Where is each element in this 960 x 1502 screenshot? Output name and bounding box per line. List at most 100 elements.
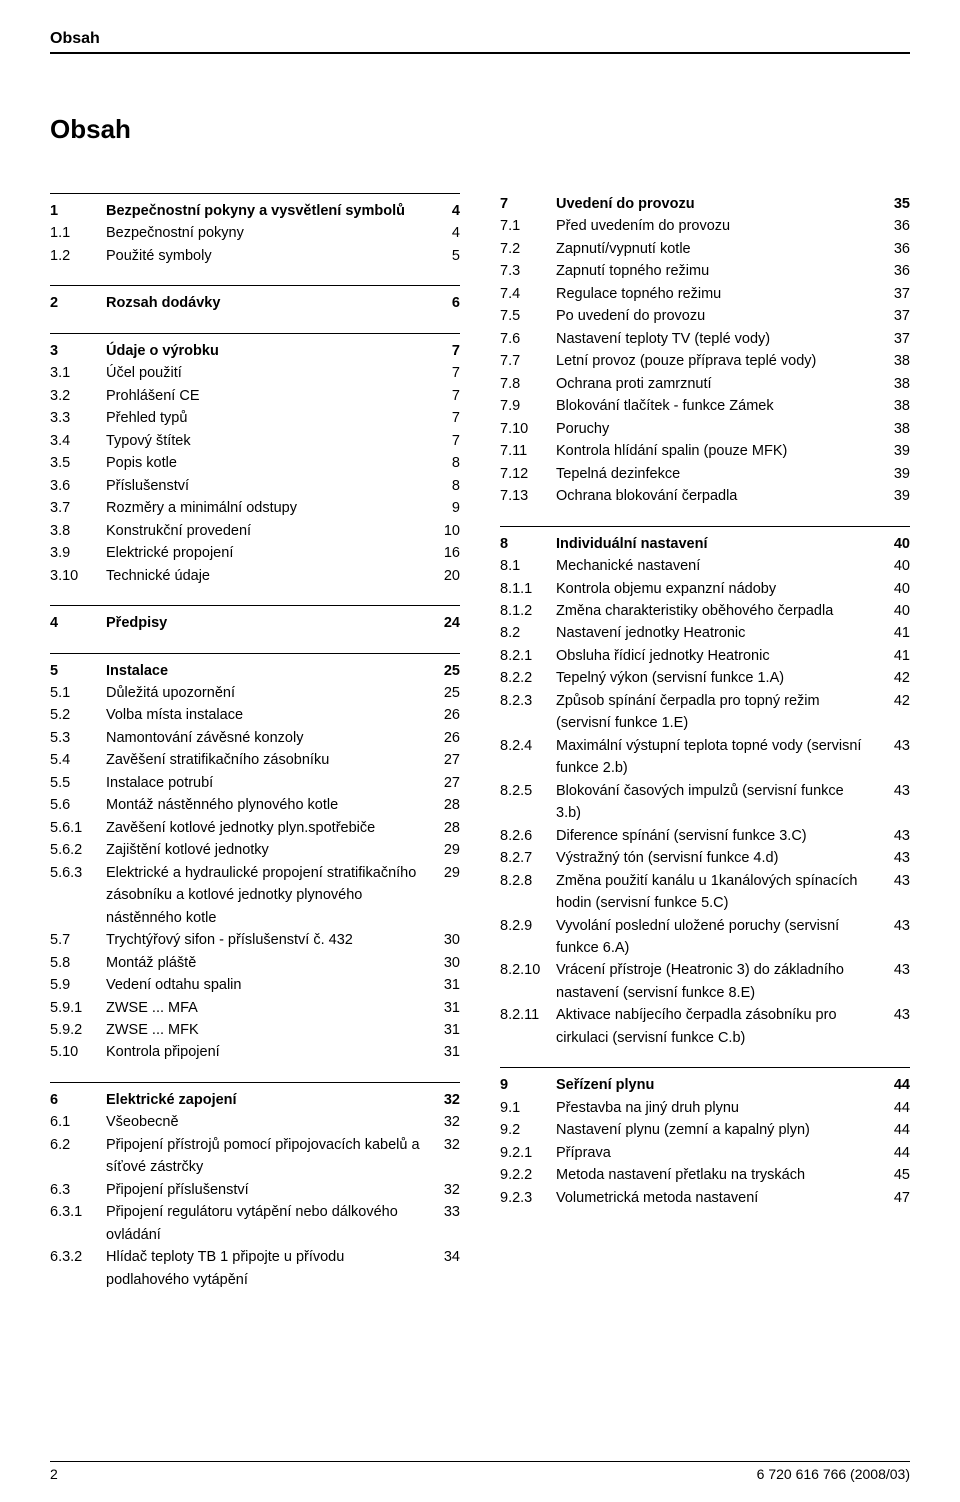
toc-entry-label: Připojení přístrojů pomocí připojovacích… [106, 1134, 430, 1179]
toc-entry-page: 38 [880, 373, 910, 395]
toc-entry: 5.8Montáž pláště30 [50, 952, 460, 974]
toc-entry-number: 5.4 [50, 749, 106, 771]
toc-entry-label: ZWSE ... MFK [106, 1019, 430, 1041]
toc-entry: 5.2Volba místa instalace26 [50, 704, 460, 726]
toc-entry-page: 38 [880, 350, 910, 372]
toc-entry-label: Diference spínání (servisní funkce 3.C) [556, 825, 880, 847]
toc-entry: 5.6.1Zavěšení kotlové jednotky plyn.spot… [50, 817, 460, 839]
toc-entry-label: Rozměry a minimální odstupy [106, 497, 430, 519]
toc-entry: 5.6Montáž nástěnného plynového kotle28 [50, 794, 460, 816]
toc-entry-number: 7.10 [500, 418, 556, 440]
toc-entry-number: 8.2.10 [500, 959, 556, 1004]
toc-entry-number: 8.2 [500, 622, 556, 644]
toc-entry-page: 45 [880, 1164, 910, 1186]
toc-entry-label: Poruchy [556, 418, 880, 440]
toc-entry-label: Volumetrická metoda nastavení [556, 1187, 880, 1209]
toc-entry: 8.1.1Kontrola objemu expanzní nádoby40 [500, 578, 910, 600]
toc-entry-label: Před uvedením do provozu [556, 215, 880, 237]
toc-right-column: 7Uvedení do provozu357.1Před uvedením do… [500, 193, 910, 1295]
toc-entry-number: 6.1 [50, 1111, 106, 1133]
toc-entry: 8.1.2Změna charakteristiky oběhového čer… [500, 600, 910, 622]
toc-entry-page: 5 [430, 245, 460, 267]
toc-entry-label: Předpisy [106, 612, 430, 634]
toc-entry-number: 7.5 [500, 305, 556, 327]
toc-entry: 5.1Důležitá upozornění25 [50, 682, 460, 704]
toc-entry: 3.10Technické údaje20 [50, 565, 460, 587]
toc-entry-page: 7 [430, 385, 460, 407]
toc-entry-page: 40 [880, 533, 910, 555]
toc-section: 5Instalace255.1Důležitá upozornění255.2V… [50, 653, 460, 1064]
toc-entry-label: Změna použití kanálu u 1kanálových spína… [556, 870, 880, 915]
toc-entry: 7.3Zapnutí topného režimu36 [500, 260, 910, 282]
toc-entry-page: 31 [430, 1019, 460, 1041]
toc-entry: 6Elektrické zapojení32 [50, 1089, 460, 1111]
toc-entry-page: 8 [430, 475, 460, 497]
toc-entry: 6.1Všeobecně32 [50, 1111, 460, 1133]
toc-entry: 7.2Zapnutí/vypnutí kotle36 [500, 238, 910, 260]
toc-entry-page: 7 [430, 430, 460, 452]
toc-entry: 7Uvedení do provozu35 [500, 193, 910, 215]
toc-entry-number: 8.2.3 [500, 690, 556, 735]
toc-entry-number: 6.3.1 [50, 1201, 106, 1246]
toc-entry-number: 5 [50, 660, 106, 682]
toc-entry-page: 7 [430, 362, 460, 384]
toc-entry-number: 1.2 [50, 245, 106, 267]
toc-left-column: 1Bezpečnostní pokyny a vysvětlení symbol… [50, 193, 460, 1295]
toc-entry-page: 39 [880, 463, 910, 485]
toc-entry-page: 43 [880, 735, 910, 780]
toc-entry-page: 37 [880, 305, 910, 327]
toc-entry: 3.8Konstrukční provedení10 [50, 520, 460, 542]
toc-entry-number: 7 [500, 193, 556, 215]
toc-entry-page: 32 [430, 1179, 460, 1201]
toc-entry-page: 36 [880, 215, 910, 237]
toc-entry-page: 29 [430, 862, 460, 929]
toc-entry-page: 41 [880, 622, 910, 644]
toc-entry-page: 42 [880, 667, 910, 689]
toc-entry: 9.1Přestavba na jiný druh plynu44 [500, 1097, 910, 1119]
toc-entry-number: 5.10 [50, 1041, 106, 1063]
toc-entry: 3.6Příslušenství8 [50, 475, 460, 497]
toc-entry-number: 5.9.1 [50, 997, 106, 1019]
toc-entry-label: Ochrana blokování čerpadla [556, 485, 880, 507]
toc-entry: 9Seřízení plynu44 [500, 1074, 910, 1096]
toc-entry-label: Tepelná dezinfekce [556, 463, 880, 485]
toc-entry-label: Všeobecně [106, 1111, 430, 1133]
toc-entry: 8.2.4Maximální výstupní teplota topné vo… [500, 735, 910, 780]
toc-entry-label: Regulace topného režimu [556, 283, 880, 305]
toc-entry-number: 9.2.1 [500, 1142, 556, 1164]
toc-entry-page: 32 [430, 1134, 460, 1179]
toc-entry: 5.5Instalace potrubí27 [50, 772, 460, 794]
toc-entry-label: Letní provoz (pouze příprava teplé vody) [556, 350, 880, 372]
toc-entry-label: Konstrukční provedení [106, 520, 430, 542]
toc-entry-number: 6.3.2 [50, 1246, 106, 1291]
toc-entry-label: Uvedení do provozu [556, 193, 880, 215]
toc-entry-number: 9.1 [500, 1097, 556, 1119]
toc-entry-number: 5.1 [50, 682, 106, 704]
toc-entry-label: Způsob spínání čerpadla pro topný režim … [556, 690, 880, 735]
toc-entry: 5.7Trychtýřový sifon - příslušenství č. … [50, 929, 460, 951]
toc-entry-page: 36 [880, 260, 910, 282]
toc-entry-label: Technické údaje [106, 565, 430, 587]
toc-entry-label: Obsluha řídicí jednotky Heatronic [556, 645, 880, 667]
toc-entry-label: Zavěšení stratifikačního zásobníku [106, 749, 430, 771]
toc-entry-label: Výstražný tón (servisní funkce 4.d) [556, 847, 880, 869]
toc-entry-label: Kontrola hlídání spalin (pouze MFK) [556, 440, 880, 462]
toc-entry-page: 8 [430, 452, 460, 474]
toc-entry: 8Individuální nastavení40 [500, 533, 910, 555]
toc-entry-label: Zajištění kotlové jednotky [106, 839, 430, 861]
toc-entry: 8.2.1Obsluha řídicí jednotky Heatronic41 [500, 645, 910, 667]
toc-entry-page: 44 [880, 1119, 910, 1141]
toc-entry-label: Elektrické zapojení [106, 1089, 430, 1111]
toc-entry: 7.10Poruchy38 [500, 418, 910, 440]
toc-entry-page: 10 [430, 520, 460, 542]
toc-entry-label: Kontrola objemu expanzní nádoby [556, 578, 880, 600]
toc-entry: 4Předpisy24 [50, 612, 460, 634]
toc-entry-page: 25 [430, 682, 460, 704]
toc-entry-number: 6.3 [50, 1179, 106, 1201]
toc-entry-number: 3.4 [50, 430, 106, 452]
toc-entry-number: 8.1.2 [500, 600, 556, 622]
toc-entry-number: 7.11 [500, 440, 556, 462]
toc-entry-page: 43 [880, 847, 910, 869]
toc-entry: 5.6.2Zajištění kotlové jednotky29 [50, 839, 460, 861]
toc-entry-number: 5.6.3 [50, 862, 106, 929]
